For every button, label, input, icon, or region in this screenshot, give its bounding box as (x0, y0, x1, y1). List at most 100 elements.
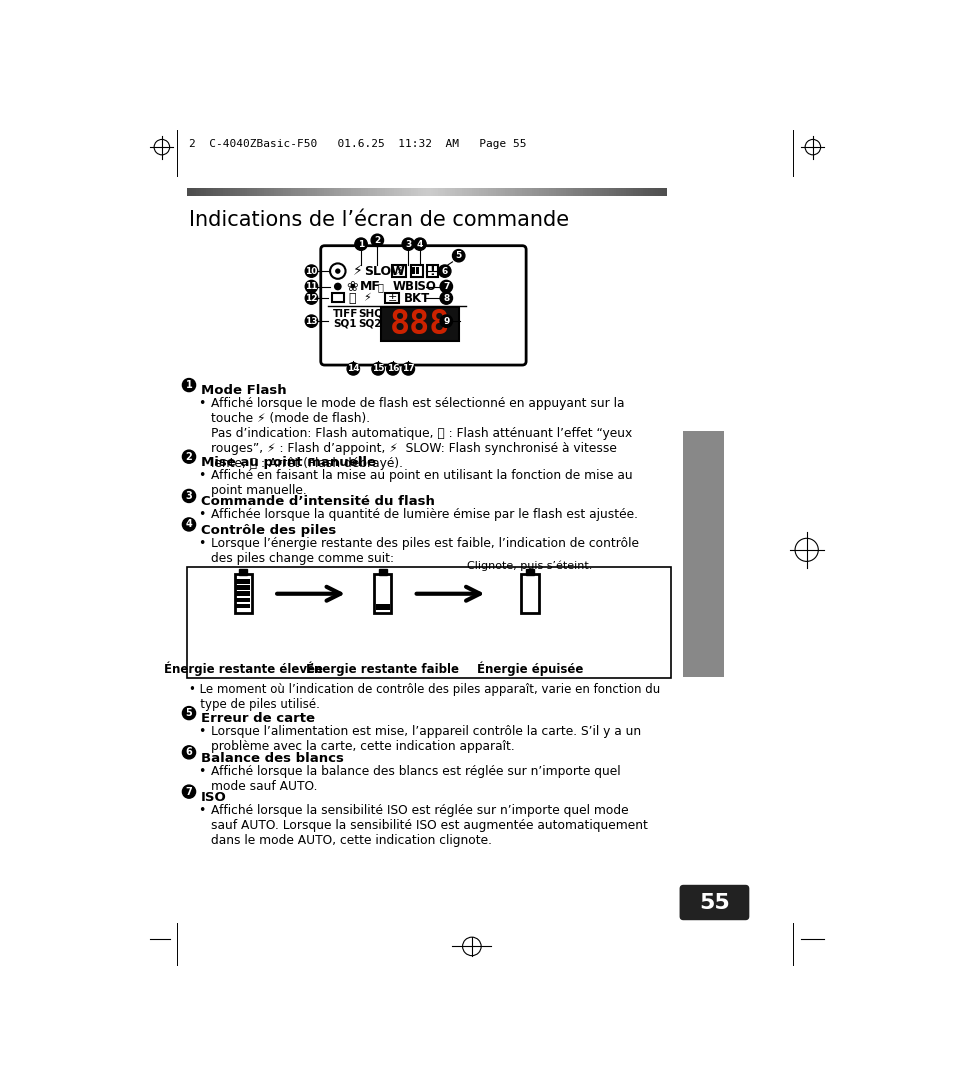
Bar (321, 188, 324, 196)
Bar (437, 188, 439, 196)
FancyBboxPatch shape (320, 245, 525, 365)
Bar (312, 188, 314, 196)
Text: 4: 4 (186, 520, 193, 529)
Text: 2  C-4040ZBasic-F50   01.6.25  11:32  AM   Page 55: 2 C-4040ZBasic-F50 01.6.25 11:32 AM Page… (189, 139, 526, 149)
Text: Affiché lorsque le mode de flash est sélectionné en appuyant sur la
touche ⚡ (mo: Affiché lorsque le mode de flash est sél… (211, 397, 631, 471)
Text: 17: 17 (401, 365, 415, 373)
Bar (418, 188, 420, 196)
Bar (474, 188, 476, 196)
Bar (228, 188, 230, 196)
Bar (425, 188, 428, 196)
Circle shape (182, 379, 195, 392)
Circle shape (355, 238, 367, 251)
Bar (534, 188, 537, 196)
Bar (269, 188, 271, 196)
Text: TIFF: TIFF (333, 309, 358, 319)
Bar (351, 188, 353, 196)
Bar (307, 188, 310, 196)
Text: Mise au point manuelle: Mise au point manuelle (200, 456, 375, 469)
Bar (187, 566, 670, 678)
Bar (233, 188, 234, 196)
Bar (525, 570, 534, 575)
Circle shape (182, 489, 195, 502)
Text: • Le moment où l’indication de contrôle des piles apparaît, varie en fonction du: • Le moment où l’indication de contrôle … (189, 684, 659, 711)
Bar (480, 188, 483, 196)
Bar (558, 188, 560, 196)
Bar (582, 188, 584, 196)
Bar (527, 188, 529, 196)
Bar (379, 188, 382, 196)
Text: •: • (198, 726, 206, 739)
Bar (633, 188, 635, 196)
Text: Affiché lorsque la sensibilité ISO est réglée sur n’importe quel mode
sauf AUTO.: Affiché lorsque la sensibilité ISO est r… (211, 804, 647, 847)
Bar (647, 188, 650, 196)
Bar (373, 188, 375, 196)
Bar (343, 188, 346, 196)
Bar (324, 188, 326, 196)
Text: ❀: ❀ (346, 280, 357, 294)
Bar (556, 188, 558, 196)
Bar (447, 188, 450, 196)
Bar (218, 188, 220, 196)
Bar (471, 188, 474, 196)
Circle shape (439, 315, 452, 328)
Bar (537, 188, 538, 196)
Bar (329, 188, 332, 196)
Bar (640, 188, 642, 196)
Text: 10: 10 (305, 267, 317, 276)
Bar (478, 188, 480, 196)
Text: BKT: BKT (403, 292, 430, 305)
Bar (604, 188, 606, 196)
Circle shape (452, 250, 464, 261)
Bar (476, 188, 478, 196)
Text: Affiché lorsque la balance des blancs est réglée sur n’importe quel
mode sauf AU: Affiché lorsque la balance des blancs es… (211, 765, 619, 793)
Text: •: • (198, 537, 206, 550)
Text: !: ! (429, 265, 435, 278)
Text: 5: 5 (186, 709, 193, 718)
Text: 6: 6 (441, 267, 447, 276)
Text: Indications de l’écran de commande: Indications de l’écran de commande (189, 209, 569, 230)
Bar (310, 188, 312, 196)
Bar (201, 188, 203, 196)
Text: WB: WB (393, 280, 415, 293)
Bar (645, 188, 647, 196)
Bar (568, 188, 570, 196)
Bar (416, 188, 418, 196)
Bar (189, 188, 192, 196)
Bar (450, 188, 452, 196)
Bar (655, 188, 657, 196)
Text: •: • (198, 397, 206, 410)
Bar (239, 188, 242, 196)
Bar (215, 188, 218, 196)
Text: Énergie restante élevée: Énergie restante élevée (164, 662, 322, 676)
Circle shape (414, 238, 426, 251)
Bar (409, 188, 411, 196)
Bar (302, 188, 305, 196)
Text: Mode Flash: Mode Flash (200, 384, 286, 397)
Bar (396, 188, 398, 196)
Circle shape (439, 280, 452, 293)
Bar (620, 188, 623, 196)
Bar (374, 574, 391, 613)
Bar (198, 188, 201, 196)
Bar (384, 188, 387, 196)
Bar (659, 188, 661, 196)
Bar (630, 188, 633, 196)
Bar (247, 188, 249, 196)
Circle shape (439, 292, 452, 304)
Bar (456, 188, 459, 196)
Bar (541, 188, 543, 196)
Bar (234, 188, 237, 196)
Bar (283, 188, 285, 196)
Bar (242, 188, 244, 196)
Circle shape (182, 745, 195, 758)
Bar (389, 188, 392, 196)
Circle shape (305, 280, 317, 293)
Bar (442, 188, 444, 196)
Text: Énergie épuisée: Énergie épuisée (476, 662, 582, 676)
Text: 8: 8 (443, 294, 449, 303)
Bar (538, 188, 541, 196)
Bar (521, 574, 537, 613)
Bar (236, 579, 250, 584)
Text: •: • (198, 804, 206, 817)
